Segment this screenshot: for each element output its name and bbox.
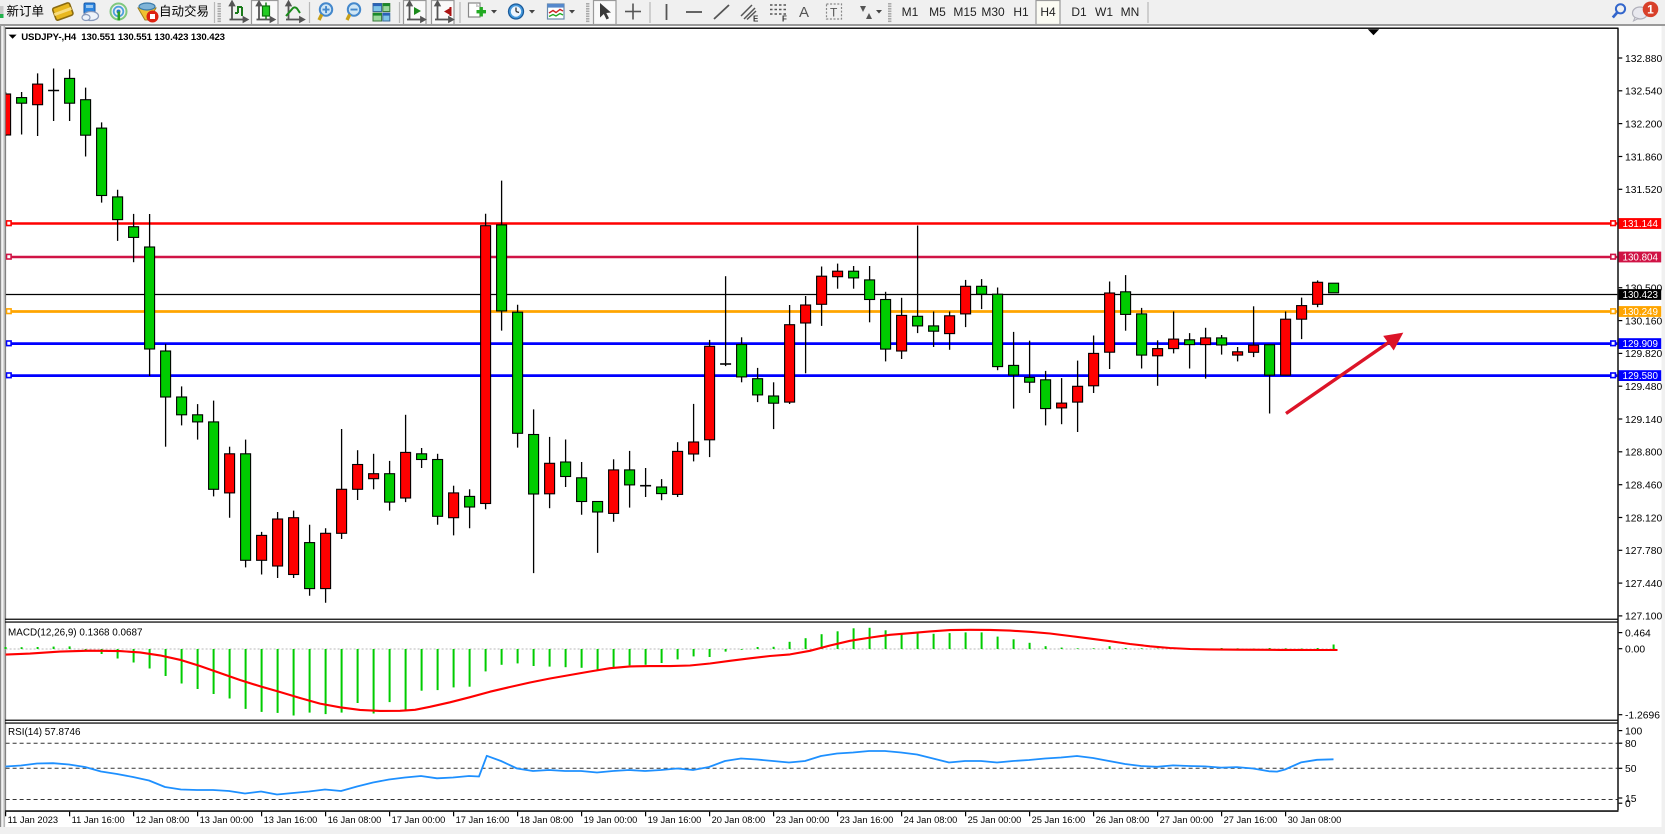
svg-text:自动交易: 自动交易 (159, 4, 209, 19)
svg-text:132.540: 132.540 (1625, 87, 1662, 98)
svg-text:M1: M1 (902, 5, 919, 19)
svg-text:130.423: 130.423 (1623, 290, 1659, 301)
svg-text:M15: M15 (953, 5, 977, 19)
svg-text:0.00: 0.00 (1625, 645, 1645, 656)
svg-text:129.820: 129.820 (1625, 349, 1662, 360)
svg-text:129.140: 129.140 (1625, 415, 1662, 426)
svg-text:130.804: 130.804 (1623, 253, 1659, 264)
svg-text:132.200: 132.200 (1625, 119, 1662, 130)
svg-text:13 Jan 00:00: 13 Jan 00:00 (200, 815, 254, 825)
svg-text:12 Jan 08:00: 12 Jan 08:00 (136, 815, 190, 825)
svg-text:RSI(14) 57.8746: RSI(14) 57.8746 (8, 727, 81, 738)
svg-text:0.464: 0.464 (1625, 628, 1651, 639)
svg-text:25 Jan 00:00: 25 Jan 00:00 (968, 815, 1022, 825)
svg-text:USDJPY-,H4 130.551 130.551 13: USDJPY-,H4 130.551 130.551 130.423 130.4… (21, 32, 225, 43)
svg-text:E: E (753, 15, 759, 24)
svg-text:23 Jan 16:00: 23 Jan 16:00 (840, 815, 894, 825)
svg-text:17 Jan 16:00: 17 Jan 16:00 (456, 815, 510, 825)
svg-text:131.520: 131.520 (1625, 185, 1662, 196)
svg-text:13 Jan 16:00: 13 Jan 16:00 (264, 815, 318, 825)
svg-text:128.800: 128.800 (1625, 448, 1662, 459)
svg-text:-1.2696: -1.2696 (1625, 711, 1660, 722)
svg-text:F: F (782, 15, 787, 24)
svg-text:132.880: 132.880 (1625, 54, 1662, 65)
svg-text:T: T (830, 6, 838, 20)
svg-text:127.440: 127.440 (1625, 579, 1662, 590)
svg-text:1: 1 (1647, 3, 1654, 17)
svg-text:MACD(12,26,9) 0.1368 0.0687: MACD(12,26,9) 0.1368 0.0687 (8, 627, 143, 638)
svg-text:127.100: 127.100 (1625, 612, 1662, 623)
svg-text:D1: D1 (1071, 5, 1087, 19)
svg-text:27 Jan 16:00: 27 Jan 16:00 (1224, 815, 1278, 825)
svg-text:H1: H1 (1013, 5, 1029, 19)
svg-text:26 Jan 08:00: 26 Jan 08:00 (1096, 815, 1150, 825)
svg-text:16 Jan 08:00: 16 Jan 08:00 (328, 815, 382, 825)
svg-text:19 Jan 16:00: 19 Jan 16:00 (648, 815, 702, 825)
svg-text:M30: M30 (981, 5, 1005, 19)
svg-text:130.249: 130.249 (1623, 307, 1658, 318)
svg-text:W1: W1 (1095, 5, 1113, 19)
svg-text:30 Jan 08:00: 30 Jan 08:00 (1288, 815, 1342, 825)
svg-text:127.780: 127.780 (1625, 546, 1662, 557)
svg-text:131.144: 131.144 (1623, 219, 1659, 230)
svg-text:25 Jan 16:00: 25 Jan 16:00 (1032, 815, 1086, 825)
svg-text:24 Jan 08:00: 24 Jan 08:00 (904, 815, 958, 825)
svg-text:MN: MN (1121, 5, 1140, 19)
svg-text:新订单: 新订单 (7, 4, 45, 19)
svg-text:18 Jan 08:00: 18 Jan 08:00 (520, 815, 574, 825)
svg-text:H4: H4 (1040, 5, 1056, 19)
svg-text:A: A (799, 4, 809, 21)
svg-text:50: 50 (1625, 764, 1637, 775)
svg-text:17 Jan 00:00: 17 Jan 00:00 (392, 815, 446, 825)
svg-text:100: 100 (1625, 726, 1642, 737)
svg-text:128.120: 128.120 (1625, 513, 1662, 524)
svg-text:129.909: 129.909 (1623, 339, 1658, 350)
svg-text:11 Jan 16:00: 11 Jan 16:00 (72, 815, 125, 825)
svg-text:129.480: 129.480 (1625, 382, 1662, 393)
svg-text:27 Jan 00:00: 27 Jan 00:00 (1160, 815, 1214, 825)
svg-text:129.580: 129.580 (1623, 371, 1659, 382)
svg-text:19 Jan 00:00: 19 Jan 00:00 (584, 815, 638, 825)
svg-text:80: 80 (1625, 739, 1637, 750)
svg-text:0: 0 (1625, 799, 1631, 810)
svg-text:M5: M5 (929, 5, 946, 19)
svg-text:23 Jan 00:00: 23 Jan 00:00 (776, 815, 830, 825)
svg-text:131.860: 131.860 (1625, 152, 1662, 163)
svg-text:20 Jan 08:00: 20 Jan 08:00 (712, 815, 766, 825)
svg-text:11 Jan 2023: 11 Jan 2023 (8, 815, 59, 825)
svg-text:128.460: 128.460 (1625, 481, 1662, 492)
